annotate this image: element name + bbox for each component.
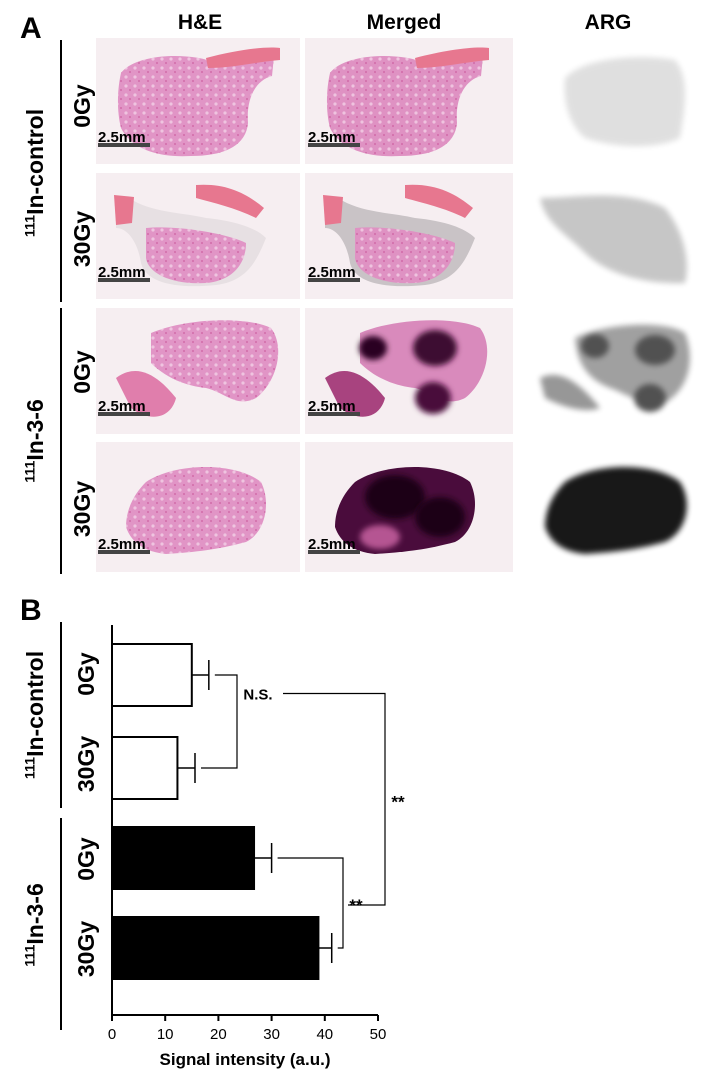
ns-label: N.S. [243, 687, 272, 704]
bar-3 [111, 826, 256, 890]
arg-image-control-0gy [515, 38, 715, 164]
bracket-in36 [277, 857, 344, 949]
bar-4 [111, 916, 320, 980]
bar-2 [111, 736, 179, 800]
he-image-in36-0gy [96, 308, 300, 434]
x-tick-label: 20 [210, 1026, 227, 1043]
merged-image-in36-0gy [305, 308, 513, 434]
row-label-b3: 0Gy [73, 837, 99, 881]
x-tick-label: 0 [108, 1026, 116, 1043]
he-image-control-0gy [96, 38, 300, 164]
star-label-outer: ** [391, 792, 405, 811]
row-label-b2: 30Gy [73, 735, 99, 793]
he-image-control-30gy [96, 173, 300, 299]
arg-image-in36-30gy [515, 442, 715, 572]
merged-image-control-30gy [305, 173, 513, 299]
column-header-he: H&E [177, 11, 223, 34]
row-label-a1: 0Gy [69, 84, 95, 128]
group-label-control-a: 111In-control [22, 108, 48, 238]
row-label-a3: 0Gy [69, 350, 95, 394]
group-label-in36-a: 111In-3-6 [22, 399, 48, 483]
group-bracket-in36-b [60, 818, 62, 1030]
row-label-a2: 30Gy [69, 210, 95, 268]
x-tick-label: 10 [157, 1026, 174, 1043]
group-bracket-in36-a [60, 308, 62, 574]
x-tick-label: 30 [263, 1026, 280, 1043]
row-label-a4: 30Gy [69, 480, 95, 538]
column-header-arg: ARG [584, 11, 632, 34]
merged-image-control-0gy [305, 38, 513, 164]
group-bracket-control-b [60, 622, 62, 808]
panel-a-letter: A [20, 12, 42, 45]
arg-image-control-30gy [515, 173, 715, 299]
group-label-in36-b: 111In-3-6 [22, 883, 48, 967]
bracket-ns [200, 674, 238, 769]
panel-b-letter: B [20, 594, 42, 627]
star-label-in36: ** [349, 896, 363, 915]
row-label-b1: 0Gy [73, 652, 99, 696]
column-header-merged: Merged [366, 11, 442, 34]
group-bracket-control-a [60, 40, 62, 302]
row-label-b4: 30Gy [73, 920, 99, 978]
bracket-outer [283, 692, 386, 906]
arg-image-in36-0gy [515, 308, 715, 434]
x-tick-label: 50 [370, 1026, 387, 1043]
bar-1 [111, 643, 193, 707]
x-axis-label: Signal intensity (a.u.) [160, 1050, 331, 1069]
x-tick-label: 40 [316, 1026, 333, 1043]
